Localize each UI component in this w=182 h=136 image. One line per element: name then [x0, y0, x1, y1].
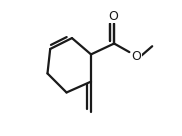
- Text: O: O: [132, 50, 141, 63]
- Text: O: O: [108, 10, 118, 23]
